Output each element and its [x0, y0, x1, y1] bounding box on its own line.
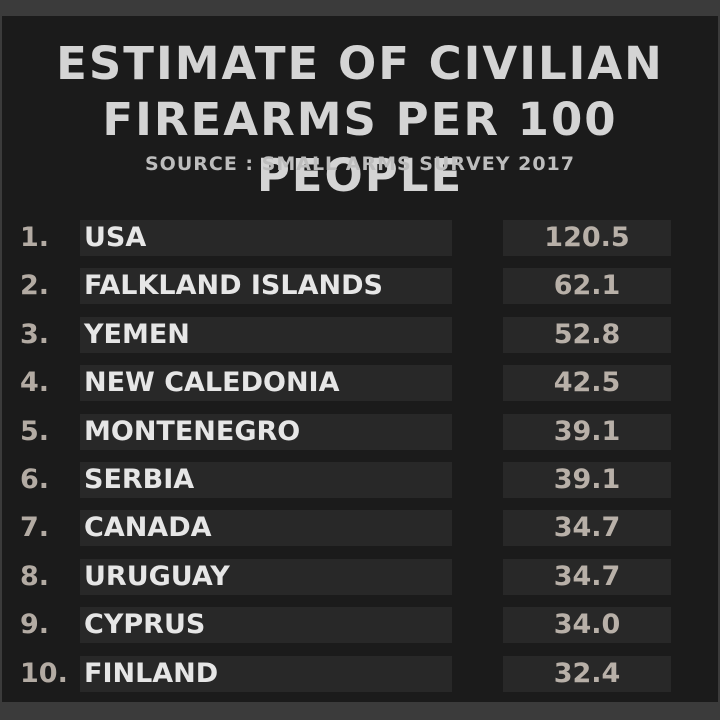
country-cell-background: [80, 462, 452, 498]
country-cell-background: [80, 316, 452, 353]
value-cell-background: [503, 607, 671, 644]
country-label: YEMEN: [84, 318, 190, 350]
value-label: 39.1: [553, 415, 621, 447]
rank-label: 6.: [20, 464, 50, 495]
table-row: 10. FINLAND 32.4: [2, 654, 718, 694]
value-cell-background: [503, 268, 671, 305]
value-cell-background: [503, 510, 671, 547]
panel: ESTIMATE OF CIVILIAN FIREARMS PER 100 PE…: [2, 16, 718, 702]
table-row: 2. FALKLAND ISLANDS 62.1: [2, 266, 718, 306]
table-row: 6. SERBIA 39.1: [2, 460, 718, 500]
country-cell-background: [80, 220, 452, 256]
value-cell-background: [503, 462, 671, 498]
rank-label: 1.: [20, 222, 50, 253]
country-label: USA: [84, 222, 147, 253]
rank-label: 8.: [20, 560, 50, 592]
rank-label: 2.: [20, 270, 50, 302]
title-line-2: FIREARMS PER 100 PEOPLE: [102, 93, 618, 202]
source-caption: SOURCE : SMALL ARMS SURVEY 2017: [145, 153, 575, 175]
value-label: 34.7: [553, 512, 621, 544]
country-cell-background: [80, 607, 452, 644]
value-label: 52.8: [553, 318, 621, 350]
value-cell-background: [503, 220, 671, 256]
country-label: FINLAND: [84, 657, 219, 689]
value-label: 32.4: [553, 657, 621, 689]
value-label: 62.1: [553, 270, 621, 302]
country-label: FALKLAND ISLANDS: [84, 270, 383, 302]
country-cell-background: [80, 558, 452, 595]
rank-label: 7.: [20, 512, 50, 544]
country-cell-background: [80, 413, 452, 450]
table-row: 8. URUGUAY 34.7: [2, 557, 718, 597]
table-row: 9. CYPRUS 34.0: [2, 605, 718, 645]
country-cell-background: [80, 510, 452, 547]
table-row: 7. CANADA 34.7: [2, 508, 718, 548]
rank-label: 9.: [20, 609, 50, 641]
rank-label: 10.: [20, 657, 68, 689]
value-label: 34.0: [553, 609, 621, 641]
value-label: 34.7: [553, 560, 621, 592]
value-cell-background: [503, 365, 671, 402]
value-label: 39.1: [553, 464, 621, 495]
value-cell-background: [503, 413, 671, 450]
value-cell-background: [503, 655, 671, 692]
country-label: URUGUAY: [84, 560, 230, 592]
table-row: 1. USA 120.5: [2, 218, 718, 258]
country-label: CANADA: [84, 512, 212, 544]
country-label: CYPRUS: [84, 609, 206, 641]
country-cell-background: [80, 655, 452, 692]
country-cell-background: [80, 365, 452, 402]
table-row: 3. YEMEN 52.8: [2, 315, 718, 355]
rank-label: 3.: [20, 318, 50, 350]
table-row: 5. MONTENEGRO 39.1: [2, 412, 718, 452]
country-label: SERBIA: [84, 464, 195, 495]
country-label: MONTENEGRO: [84, 415, 301, 447]
value-label: 42.5: [553, 367, 621, 399]
country-cell-background: [80, 268, 452, 305]
value-cell-background: [503, 558, 671, 595]
value-label: 120.5: [544, 222, 630, 253]
country-label: NEW CALEDONIA: [84, 367, 340, 399]
page-title: ESTIMATE OF CIVILIAN FIREARMS PER 100 PE…: [2, 36, 718, 204]
table-row: 4. NEW CALEDONIA 42.5: [2, 363, 718, 403]
rank-label: 4.: [20, 367, 50, 399]
ranking-table: 1. USA 120.5 2. FALKLAND ISLANDS 62.1 3. YEMEN 5…: [2, 218, 718, 706]
rank-label: 5.: [20, 415, 50, 447]
value-cell-background: [503, 316, 671, 353]
title-line-1: ESTIMATE OF CIVILIAN: [56, 37, 664, 90]
